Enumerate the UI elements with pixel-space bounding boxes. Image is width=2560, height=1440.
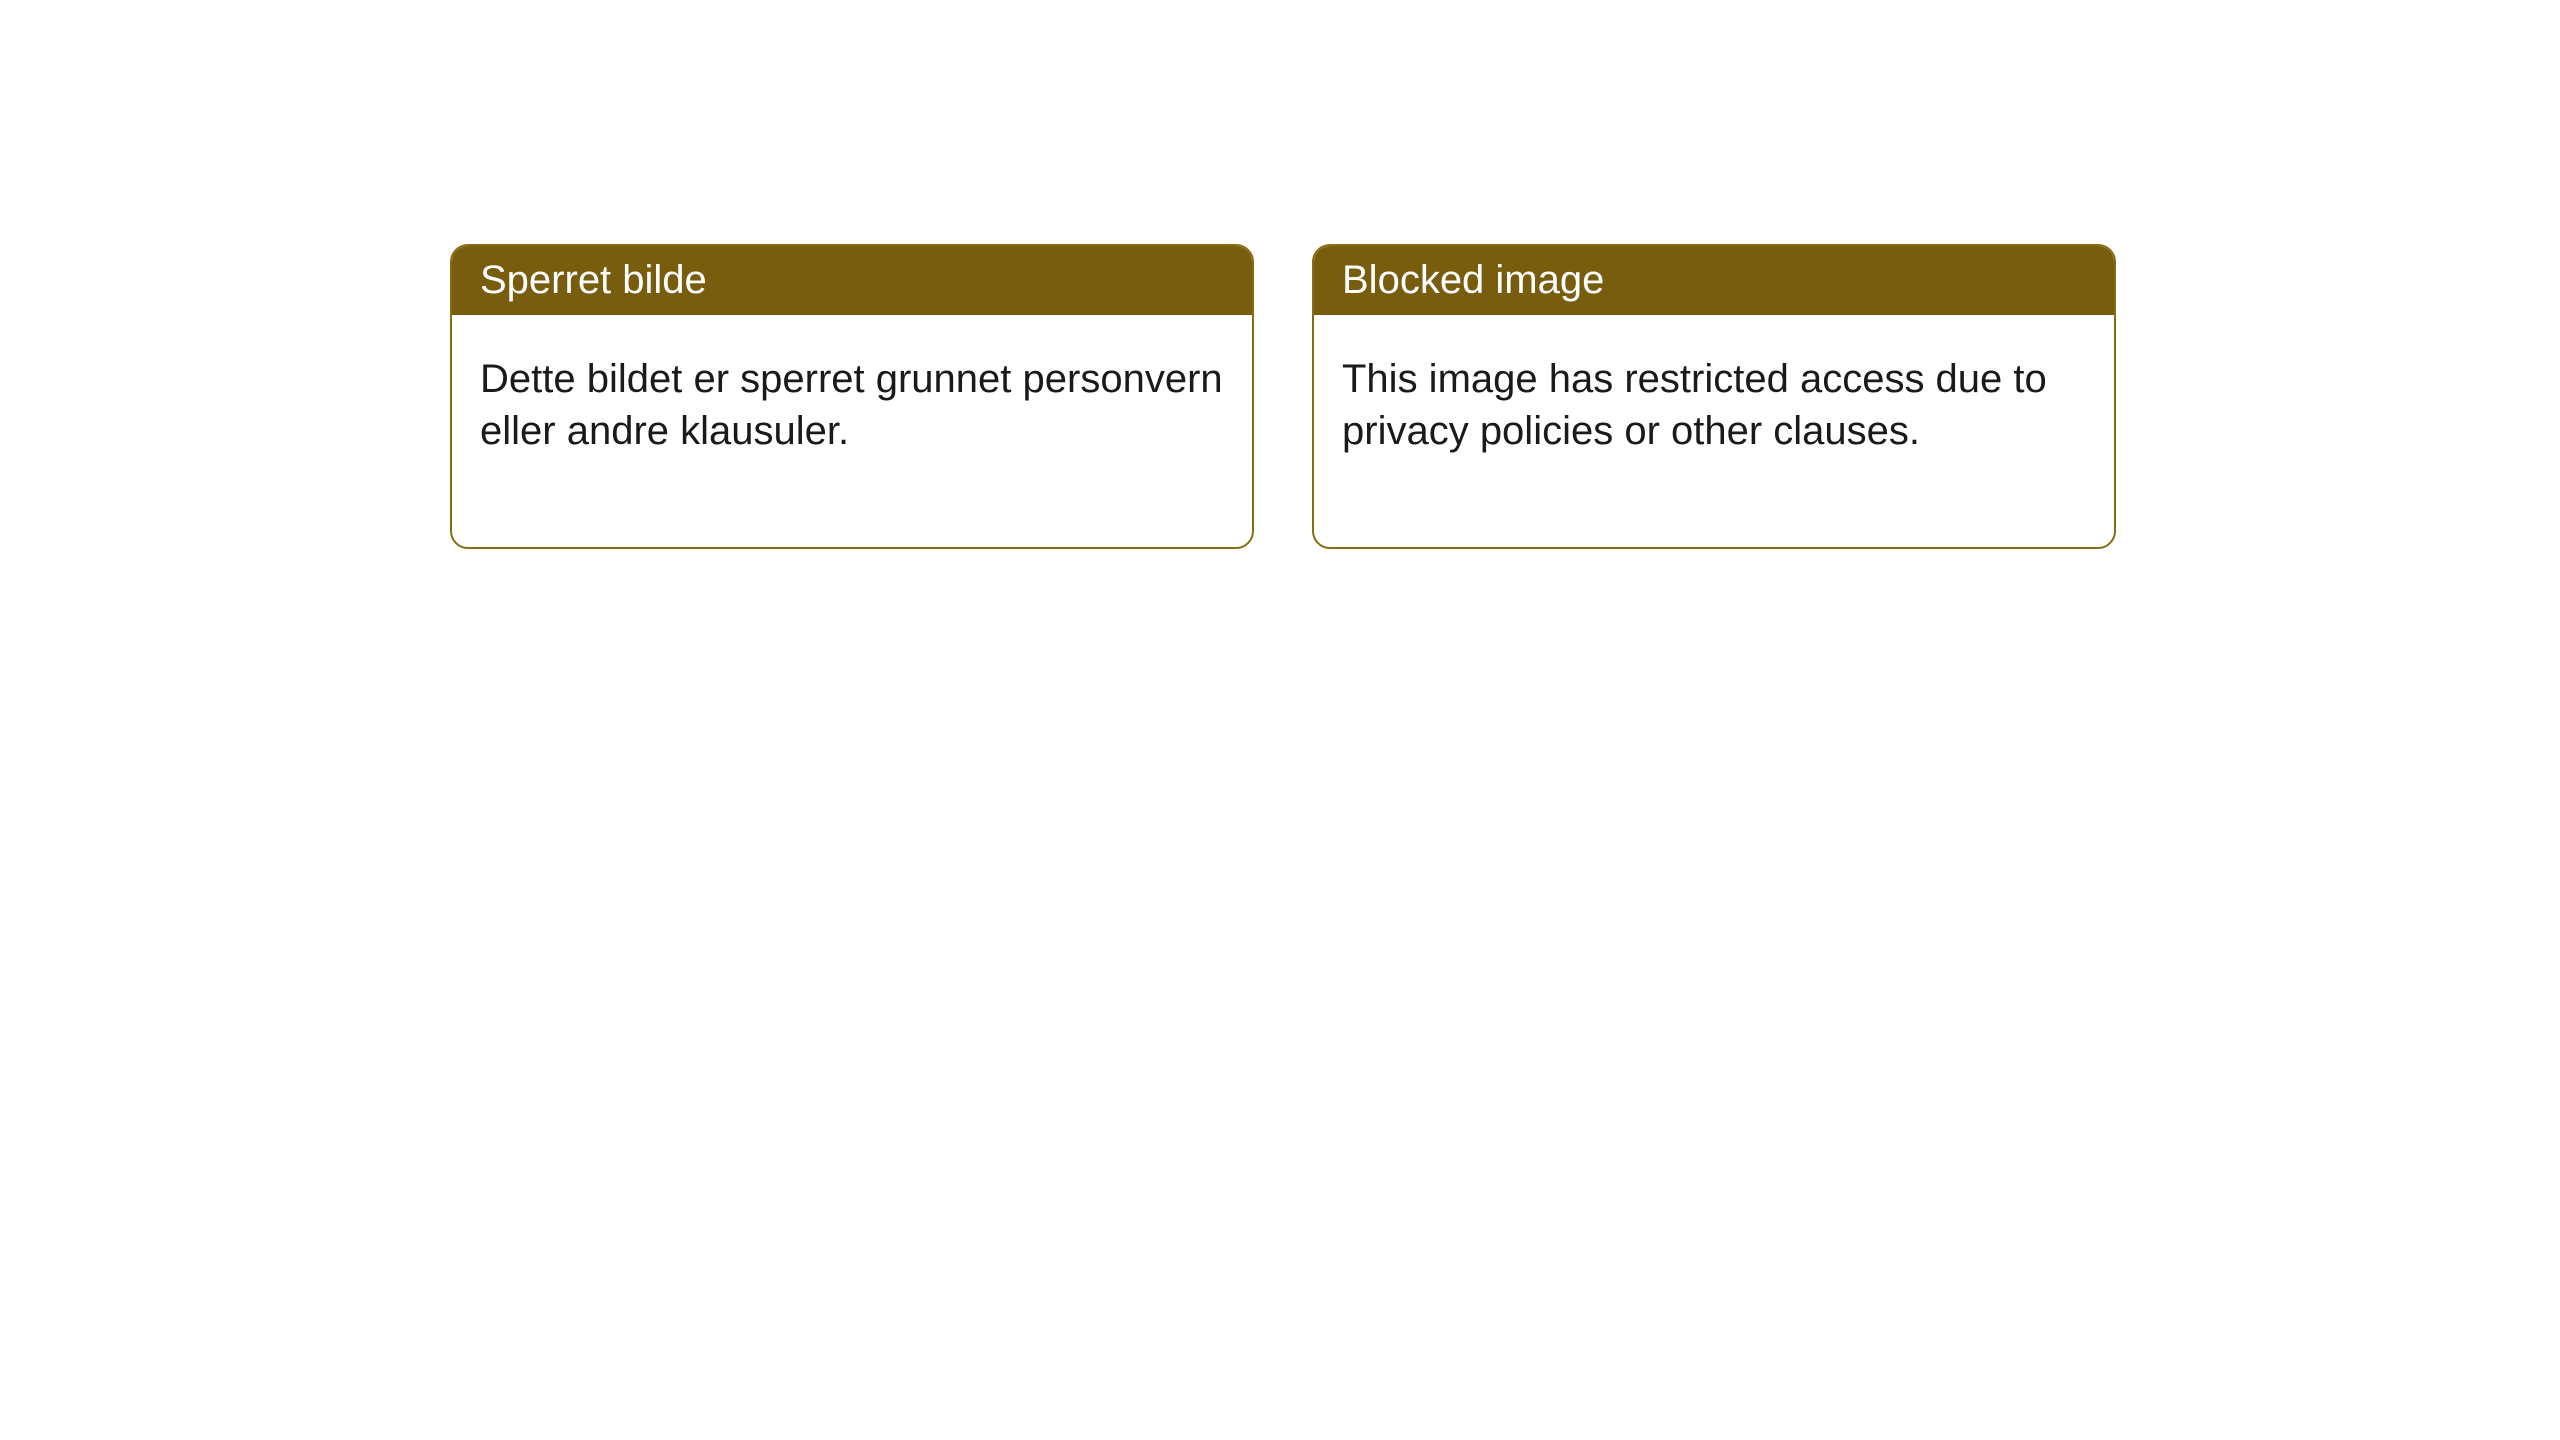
card-body-no: Dette bildet er sperret grunnet personve… [452, 315, 1252, 547]
card-body-en: This image has restricted access due to … [1314, 315, 2114, 547]
card-header-en: Blocked image [1314, 246, 2114, 315]
notice-container: Sperret bilde Dette bildet er sperret gr… [0, 0, 2560, 549]
blocked-image-card-en: Blocked image This image has restricted … [1312, 244, 2116, 549]
card-header-no: Sperret bilde [452, 246, 1252, 315]
blocked-image-card-no: Sperret bilde Dette bildet er sperret gr… [450, 244, 1254, 549]
